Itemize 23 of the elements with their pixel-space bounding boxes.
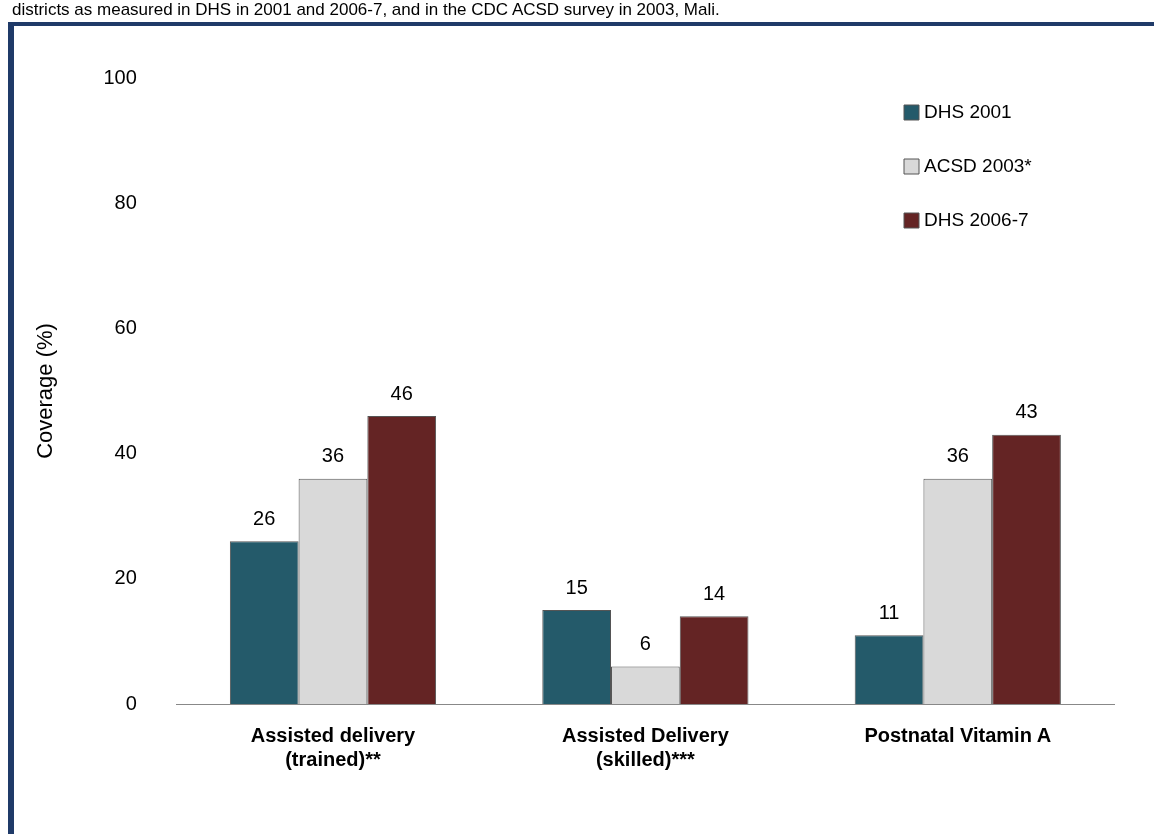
data-label: 36 — [946, 444, 969, 467]
legend-label: ACSD 2003* — [924, 155, 1033, 177]
data-label: 43 — [1015, 400, 1038, 423]
chart-title: districts as measured in DHS in 2001 and 2006-7, and in the CDC ACSD survey in 2003, Mali. — [12, 0, 720, 20]
x-tick-label: Assisted Delivery (skilled)*** — [562, 723, 730, 770]
y-tick-label: 20 — [114, 566, 137, 589]
y-axis-title: Coverage (%) — [32, 323, 58, 459]
data-label: 26 — [253, 506, 276, 529]
data-label: 6 — [639, 631, 651, 654]
x-tick-label: Assisted delivery (trained)** — [250, 723, 417, 770]
data-label: 11 — [878, 600, 900, 623]
y-tick-label: 0 — [125, 691, 137, 714]
data-label: 15 — [565, 575, 588, 598]
x-tick-label: Postnatal Vitamin A — [864, 723, 1052, 746]
data-label: 46 — [390, 381, 413, 404]
y-tick-label: 100 — [103, 65, 137, 88]
legend-label: DHS 2001 — [924, 101, 1012, 123]
data-label: 14 — [702, 581, 726, 604]
data-label: 36 — [321, 444, 345, 467]
legend-label: DHS 2006-7 — [924, 209, 1029, 231]
y-tick-label: 60 — [114, 315, 137, 338]
y-tick-label: 40 — [114, 441, 137, 464]
y-tick-label: 80 — [114, 190, 137, 213]
